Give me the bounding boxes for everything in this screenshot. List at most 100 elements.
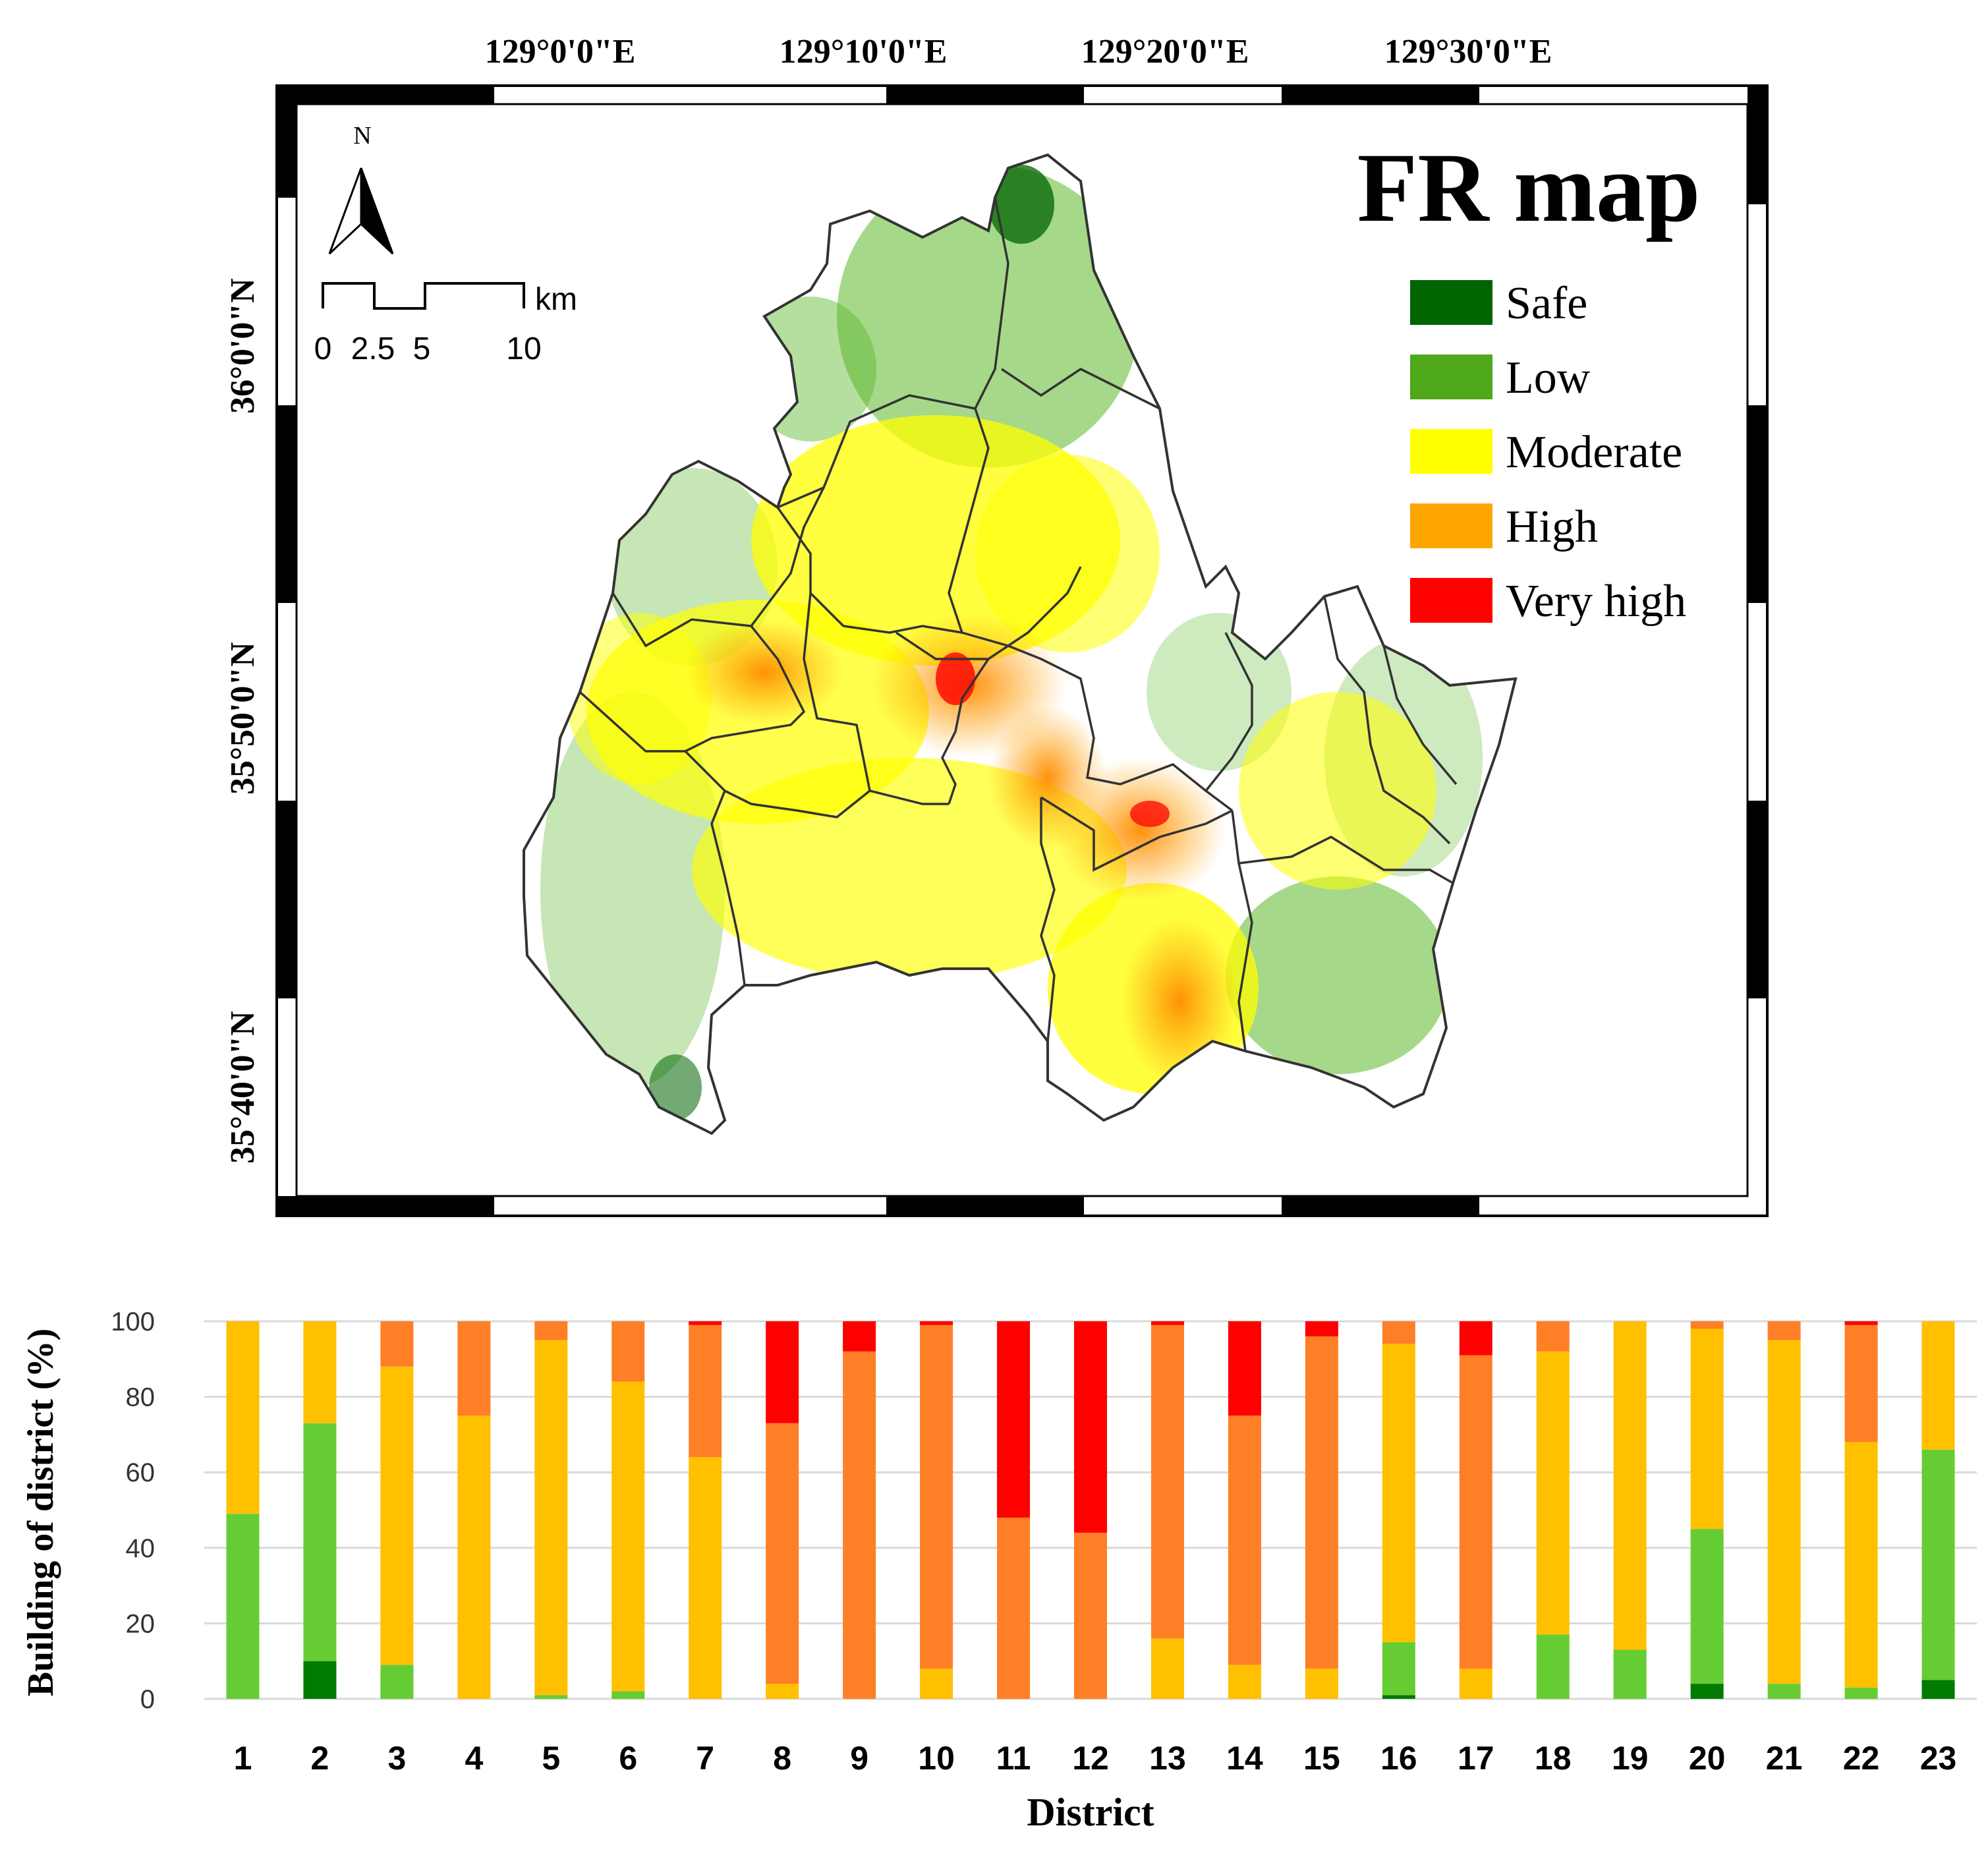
- bar-segment-district-23-class-1: [1921, 1449, 1955, 1680]
- y-tick-label: 100: [111, 1307, 155, 1336]
- bar-segment-district-22-class-2: [1844, 1442, 1878, 1688]
- y-tick-label: 20: [126, 1609, 156, 1638]
- north-arrow-icon: N: [328, 122, 394, 255]
- bar-segment-district-18-class-3: [1536, 1321, 1570, 1352]
- x-tick-label: 14: [1226, 1740, 1263, 1777]
- bar-segment-district-22-class-4: [1844, 1321, 1878, 1325]
- bar-segment-district-16-class-2: [1382, 1344, 1415, 1643]
- scale-tick-3: 10: [506, 331, 541, 366]
- scale-tick-1: 2.5: [351, 331, 395, 366]
- map-title: FR map: [1357, 133, 1701, 243]
- bar-segment-district-15-class-3: [1305, 1336, 1338, 1669]
- bar-segment-district-10-class-3: [920, 1325, 953, 1669]
- chart-bars: [226, 1321, 1955, 1699]
- bar-segment-district-13-class-4: [1150, 1321, 1184, 1325]
- bar-segment-district-11-class-4: [997, 1321, 1031, 1518]
- north-label: N: [353, 122, 371, 150]
- x-tick-label: 13: [1149, 1740, 1186, 1777]
- bar-segment-district-1-class-2: [226, 1321, 260, 1514]
- scale-unit: km: [535, 282, 577, 317]
- bar-segment-district-4-class-2: [457, 1416, 491, 1699]
- bar-segment-district-16-class-3: [1382, 1321, 1415, 1344]
- bar-segment-district-9-class-3: [843, 1351, 876, 1699]
- bar-segment-district-13-class-3: [1150, 1325, 1184, 1639]
- bar-segment-district-1-class-1: [226, 1514, 260, 1699]
- legend-swatch-safe: [1410, 280, 1492, 325]
- bar-segment-district-12-class-3: [1074, 1532, 1107, 1699]
- x-tick-label: 23: [1920, 1740, 1957, 1777]
- scale-tick-0: 0: [314, 331, 332, 366]
- bar-segment-district-6-class-3: [611, 1321, 645, 1382]
- bar-segment-district-3-class-1: [380, 1665, 414, 1699]
- bar-segment-district-6-class-2: [611, 1381, 645, 1692]
- lat-label-2: 35°50'0"N: [224, 642, 262, 795]
- bar-segment-district-5-class-1: [534, 1695, 568, 1699]
- bar-segment-district-7-class-2: [689, 1457, 722, 1699]
- y-tick-label: 80: [126, 1383, 156, 1412]
- legend-label-high: High: [1506, 501, 1598, 552]
- lon-label-2: 129°10'0"E: [780, 33, 948, 71]
- x-tick-label: 22: [1843, 1740, 1880, 1777]
- bar-segment-district-2-class-0: [303, 1661, 337, 1699]
- legend-swatch-moderate: [1410, 429, 1492, 474]
- x-tick-label: 15: [1303, 1740, 1340, 1777]
- x-tick-label: 16: [1380, 1740, 1417, 1777]
- x-tick-label: 5: [542, 1740, 560, 1777]
- bar-segment-district-14-class-2: [1228, 1665, 1261, 1699]
- bar-segment-district-22-class-1: [1844, 1687, 1878, 1699]
- bar-segment-district-20-class-3: [1690, 1321, 1724, 1329]
- y-tick-label: 40: [126, 1534, 156, 1563]
- bar-segment-district-17-class-2: [1459, 1669, 1492, 1699]
- x-tick-label: 10: [918, 1740, 955, 1777]
- map-panel: 129°0'0"E 129°10'0"E 129°20'0"E 129°30'0…: [224, 33, 1769, 1217]
- x-tick-label: 12: [1072, 1740, 1109, 1777]
- x-tick-label: 21: [1766, 1740, 1803, 1777]
- x-tick-label: 9: [850, 1740, 868, 1777]
- legend-label-very-high: Very high: [1506, 576, 1686, 627]
- bar-segment-district-9-class-4: [843, 1321, 876, 1352]
- bar-segment-district-12-class-4: [1074, 1321, 1107, 1533]
- bar-segment-district-3-class-3: [380, 1321, 414, 1367]
- bar-segment-district-8-class-3: [766, 1423, 799, 1684]
- legend-swatch-very-high: [1410, 578, 1492, 623]
- bar-segment-district-17-class-4: [1459, 1321, 1492, 1356]
- bar-segment-district-21-class-3: [1767, 1321, 1801, 1340]
- x-tick-label: 20: [1689, 1740, 1726, 1777]
- bar-segment-district-21-class-1: [1767, 1684, 1801, 1699]
- bar-segment-district-2-class-2: [303, 1321, 337, 1423]
- map-legend: Safe Low Moderate High Very high: [1410, 278, 1686, 627]
- x-tick-label: 7: [696, 1740, 714, 1777]
- bar-segment-district-20-class-0: [1690, 1684, 1724, 1699]
- bar-segment-district-18-class-2: [1536, 1351, 1570, 1635]
- scale-bar: km 0 2.5 5 10: [314, 282, 577, 366]
- y-tick-label: 0: [140, 1685, 155, 1714]
- y-axis-label: Building of district (%): [20, 1329, 61, 1696]
- bar-segment-district-21-class-2: [1767, 1340, 1801, 1684]
- x-tick-label: 18: [1535, 1740, 1572, 1777]
- lon-label-4: 129°30'0"E: [1384, 33, 1552, 71]
- y-axis-ticks: 0 20 40 60 80 100: [111, 1307, 155, 1714]
- scale-tick-2: 5: [413, 331, 431, 366]
- bar-segment-district-17-class-3: [1459, 1355, 1492, 1669]
- bar-segment-district-20-class-2: [1690, 1329, 1724, 1530]
- lon-label-3: 129°20'0"E: [1081, 33, 1249, 71]
- bar-segment-district-10-class-4: [920, 1321, 953, 1325]
- bar-segment-district-22-class-3: [1844, 1325, 1878, 1443]
- bar-segment-district-14-class-4: [1228, 1321, 1261, 1416]
- bar-segment-district-23-class-2: [1921, 1321, 1955, 1450]
- lat-label-1: 36°0'0"N: [224, 278, 262, 414]
- lat-label-3: 35°40'0"N: [224, 1011, 262, 1164]
- x-tick-label: 2: [311, 1740, 329, 1777]
- bar-segment-district-19-class-2: [1613, 1321, 1647, 1650]
- bar-segment-district-18-class-1: [1536, 1634, 1570, 1699]
- legend-label-moderate: Moderate: [1506, 427, 1682, 478]
- bar-segment-district-23-class-0: [1921, 1680, 1955, 1699]
- bar-segment-district-6-class-1: [611, 1691, 645, 1699]
- bar-segment-district-11-class-3: [997, 1517, 1031, 1699]
- bar-segment-district-15-class-4: [1305, 1321, 1338, 1336]
- bar-segment-district-5-class-2: [534, 1340, 568, 1696]
- x-tick-label: 6: [619, 1740, 637, 1777]
- legend-label-safe: Safe: [1506, 278, 1587, 329]
- bar-segment-district-7-class-4: [689, 1321, 722, 1325]
